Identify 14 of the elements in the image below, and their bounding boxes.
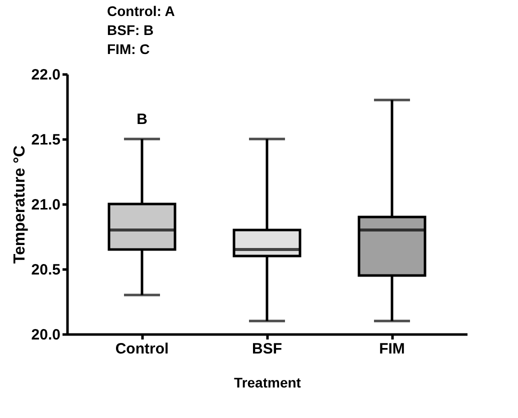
annotation: B (136, 111, 148, 128)
text: Control: A (107, 3, 175, 19)
y-tick-label: 20.0 (31, 326, 60, 344)
x-tick-label: BSF (252, 340, 282, 358)
y-tick-label: 21.0 (31, 196, 60, 214)
x-tick-label: Control (115, 340, 169, 358)
y-tick-label: 22.0 (31, 66, 60, 84)
text: FIM: C (107, 41, 150, 57)
y-axis-title: Temperature °C (11, 144, 28, 264)
text: BSF: B (107, 22, 154, 38)
x-tick-label: FIM (379, 340, 405, 358)
x-axis-title: Treatment (234, 374, 302, 390)
y-tick-label: 20.5 (31, 262, 60, 278)
y-tick-label: 21.5 (31, 132, 60, 148)
